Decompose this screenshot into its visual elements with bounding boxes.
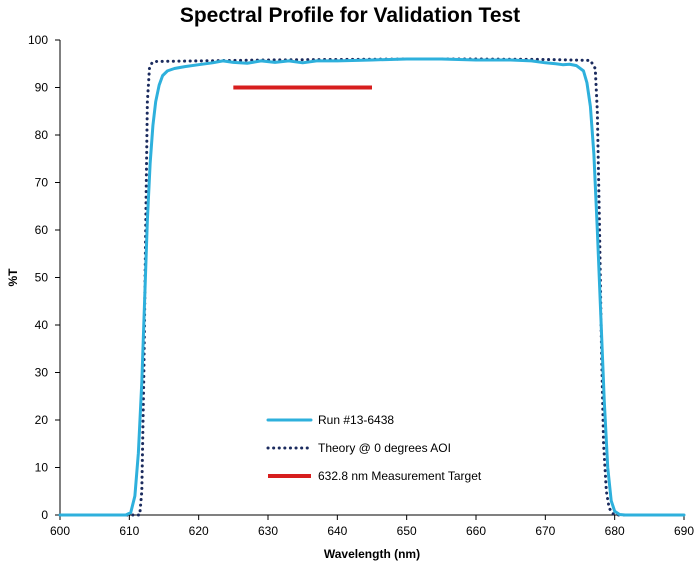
- y-tick-label: 10: [35, 461, 49, 475]
- x-tick-label: 650: [397, 524, 417, 538]
- x-tick-label: 600: [50, 524, 70, 538]
- y-tick-label: 0: [41, 508, 48, 522]
- y-tick-label: 20: [35, 413, 49, 427]
- x-tick-label: 670: [535, 524, 555, 538]
- legend-label: Theory @ 0 degrees AOI: [318, 441, 451, 455]
- y-tick-label: 40: [35, 318, 49, 332]
- y-tick-label: 90: [35, 81, 49, 95]
- x-tick-label: 680: [605, 524, 625, 538]
- y-tick-label: 60: [35, 223, 49, 237]
- x-tick-label: 630: [258, 524, 278, 538]
- x-tick-label: 620: [189, 524, 209, 538]
- y-tick-label: 70: [35, 176, 49, 190]
- series-line-0: [58, 57, 686, 517]
- x-tick-label: 610: [119, 524, 139, 538]
- y-tick-label: 30: [35, 366, 49, 380]
- y-tick-label: 80: [35, 128, 49, 142]
- y-tick-label: 100: [28, 33, 48, 47]
- chart-title: Spectral Profile for Validation Test: [179, 4, 521, 27]
- y-tick-label: 50: [35, 271, 49, 285]
- legend-label: Run #13-6438: [318, 413, 394, 427]
- x-tick-label: 690: [674, 524, 694, 538]
- x-tick-label: 640: [327, 524, 347, 538]
- legend-label: 632.8 nm Measurement Target: [318, 469, 482, 483]
- x-tick-label: 660: [466, 524, 486, 538]
- y-axis-label: %T: [6, 268, 20, 287]
- x-axis-label: Wavelength (nm): [324, 547, 420, 561]
